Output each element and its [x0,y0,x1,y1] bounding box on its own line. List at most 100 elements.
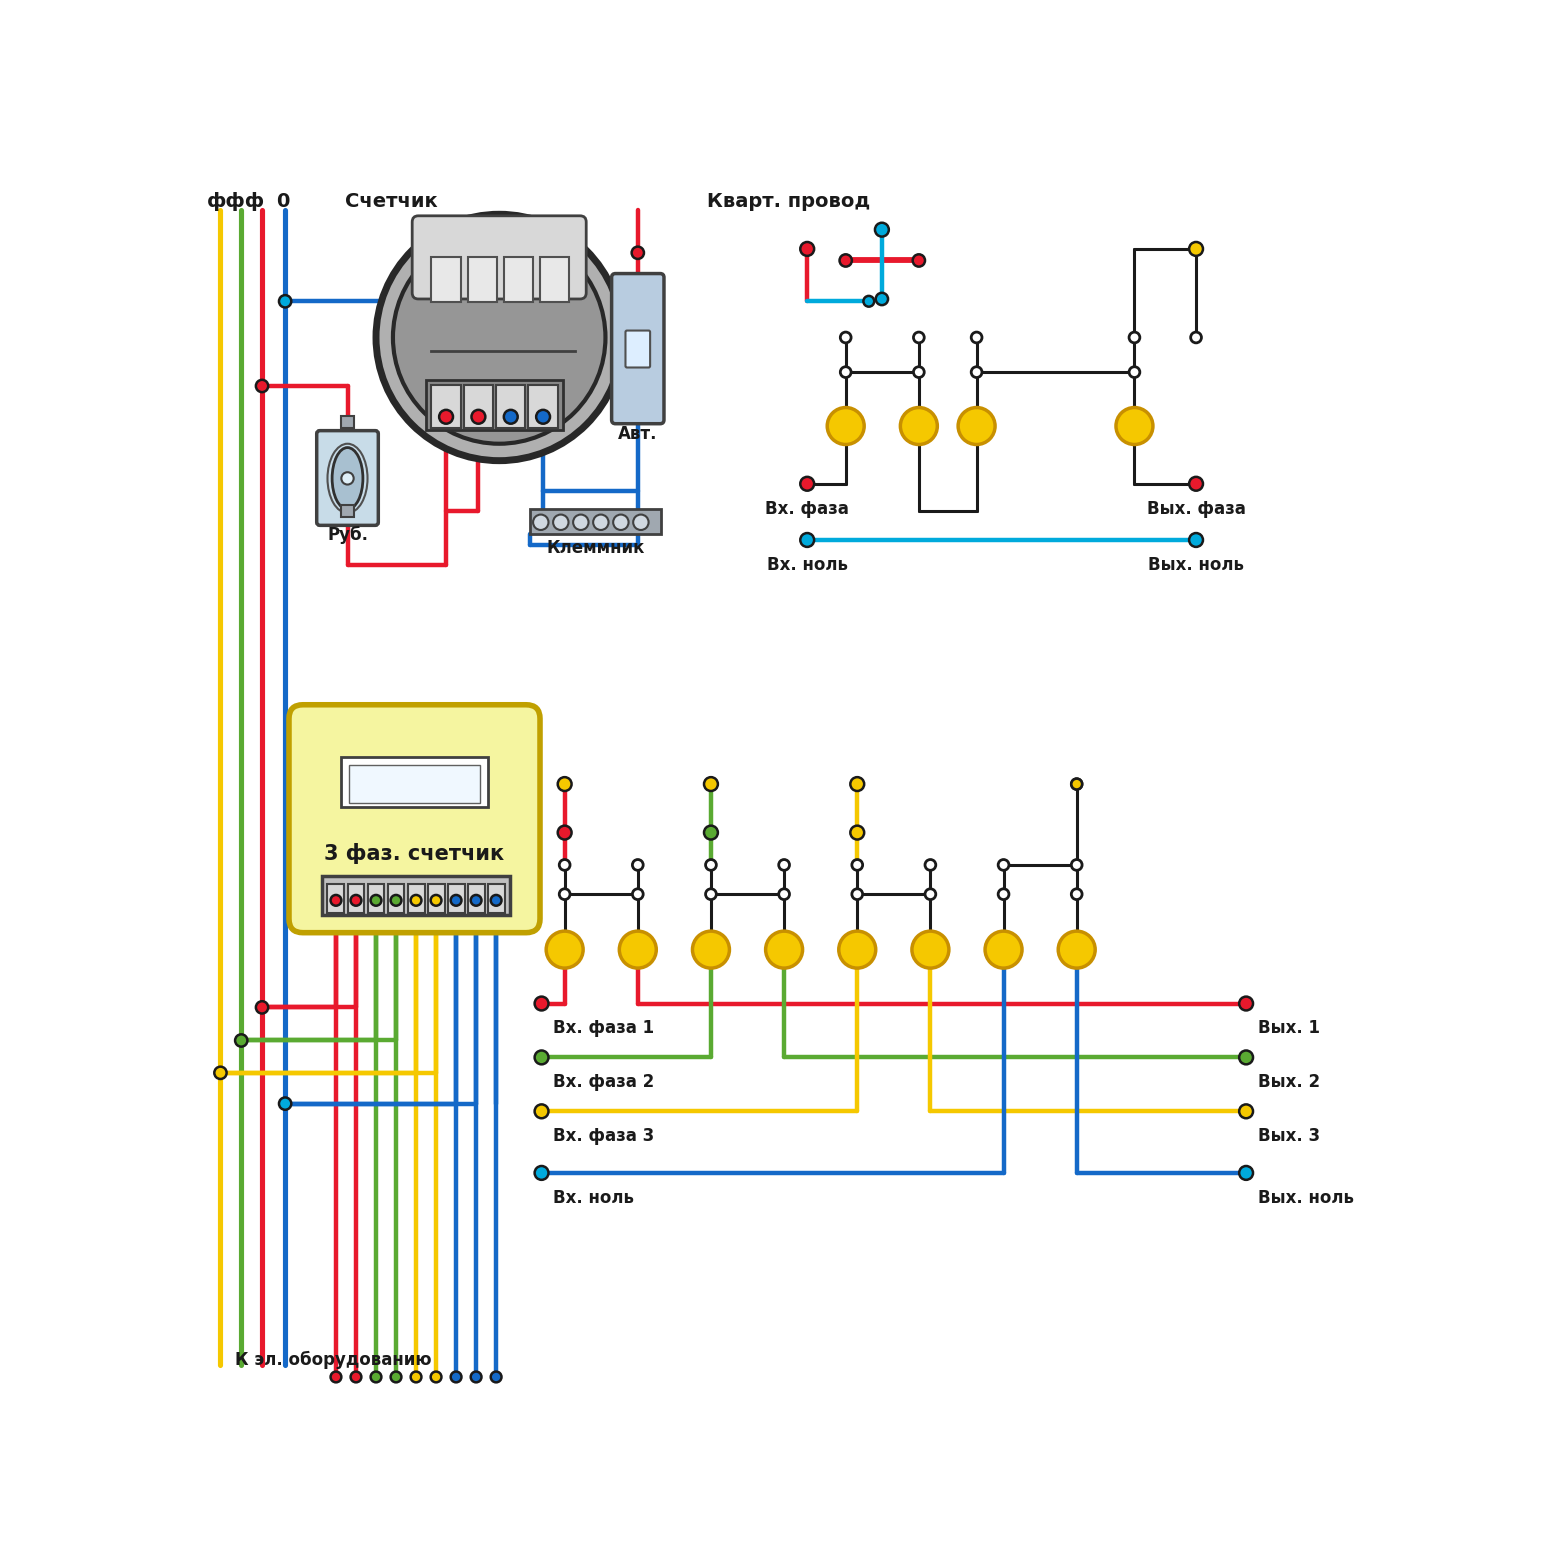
Circle shape [1239,996,1253,1010]
Text: 4: 4 [1128,417,1142,436]
Text: Вых. фаза: Вых. фаза [1147,500,1245,518]
Bar [328,884,345,913]
Circle shape [593,515,608,531]
Circle shape [914,332,924,343]
Text: 4: 4 [778,941,791,958]
Circle shape [410,894,421,905]
Circle shape [841,367,852,378]
Text: Вых. 3: Вых. 3 [1257,1127,1320,1144]
Bar [349,765,480,804]
Circle shape [256,1001,268,1013]
Circle shape [778,860,789,871]
Circle shape [852,860,863,871]
Bar [321,876,510,915]
Text: ффф: ффф [206,192,265,211]
Bar [407,884,424,913]
Circle shape [440,411,452,423]
Circle shape [491,1372,501,1383]
FancyBboxPatch shape [612,273,665,423]
Circle shape [1072,888,1083,899]
Circle shape [1058,932,1095,968]
Circle shape [925,888,936,899]
Circle shape [613,515,629,531]
FancyBboxPatch shape [468,258,498,301]
Bar [432,386,460,428]
Text: К эл. оборудованию: К эл. оборудованию [236,1350,432,1369]
Circle shape [984,932,1022,968]
Bar [488,884,504,913]
Circle shape [800,242,814,256]
Bar [530,509,661,534]
Circle shape [331,1372,342,1383]
Circle shape [558,826,571,840]
Circle shape [342,473,354,484]
Circle shape [546,932,583,968]
Text: Вх. ноль: Вх. ноль [766,556,847,573]
Circle shape [800,476,814,490]
FancyBboxPatch shape [626,331,651,367]
Circle shape [850,777,864,791]
Circle shape [558,777,571,791]
Circle shape [573,515,588,531]
Circle shape [471,411,485,423]
Circle shape [827,407,864,445]
Circle shape [554,515,568,531]
Circle shape [351,894,362,905]
Circle shape [535,1051,549,1065]
Bar [368,884,384,913]
Bar [387,884,404,913]
Circle shape [491,894,501,905]
Circle shape [900,407,938,445]
Bar [463,386,493,428]
Bar [342,504,354,517]
Circle shape [972,332,981,343]
Circle shape [504,411,518,423]
Circle shape [998,888,1009,899]
Text: 1: 1 [558,941,571,958]
Circle shape [632,888,643,899]
Text: Кварт. провод: Кварт. провод [707,192,870,211]
Circle shape [913,932,948,968]
Circle shape [558,888,569,899]
Circle shape [535,1166,549,1180]
Circle shape [839,254,852,267]
Circle shape [1189,476,1203,490]
FancyBboxPatch shape [504,258,534,301]
Text: Вых. 2: Вых. 2 [1257,1072,1320,1091]
Circle shape [705,860,716,871]
Text: 0: 0 [276,192,289,211]
Text: 5: 5 [852,941,864,958]
Circle shape [371,1372,381,1383]
Circle shape [1189,532,1203,546]
Circle shape [1129,332,1140,343]
Circle shape [1072,779,1083,790]
Circle shape [619,932,657,968]
Circle shape [256,379,268,392]
Text: 3 фаз. счетчик: 3 фаз. счетчик [324,843,504,863]
Circle shape [236,1035,248,1046]
Text: Клеммник: Клеммник [546,539,644,557]
Text: Вх. фаза 2: Вх. фаза 2 [554,1072,654,1091]
Circle shape [852,888,863,899]
Bar [426,379,563,429]
Text: 6: 6 [924,941,936,958]
Bar [448,884,465,913]
Bar [342,757,488,807]
Circle shape [972,367,981,378]
Circle shape [633,515,649,531]
Circle shape [632,860,643,871]
Bar [496,386,526,428]
Circle shape [1115,407,1153,445]
Text: Счетчик: Счетчик [345,192,438,211]
Circle shape [410,1372,421,1383]
Circle shape [376,214,622,460]
Text: Вх. фаза 1: Вх. фаза 1 [554,1019,654,1037]
Circle shape [558,860,569,871]
Text: Вых. ноль: Вых. ноль [1148,556,1243,573]
Circle shape [214,1066,226,1079]
Circle shape [279,1097,292,1110]
Circle shape [390,1372,401,1383]
Circle shape [704,826,718,840]
Circle shape [451,894,462,905]
Bar [468,884,485,913]
